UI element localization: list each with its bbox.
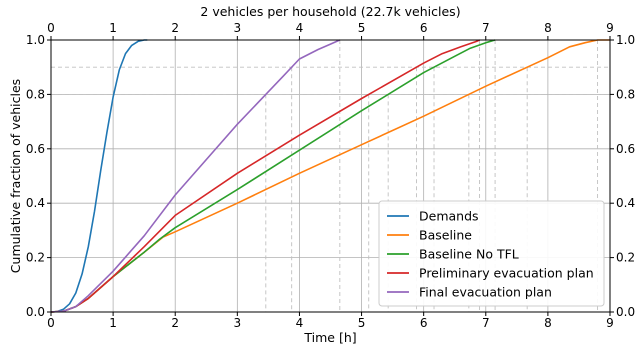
x-tick-label: 1 xyxy=(109,316,117,330)
x-top-tick-label: 2 xyxy=(171,21,179,35)
x-top-tick-label: 8 xyxy=(544,21,552,35)
y-right-tick-label: 0.8 xyxy=(616,87,635,101)
x-top-tick-label: 4 xyxy=(296,21,304,35)
x-tick-label: 2 xyxy=(171,316,179,330)
x-tick-label: 7 xyxy=(482,316,490,330)
y-tick-label: 0.2 xyxy=(26,251,45,265)
y-tick-label: 0.0 xyxy=(26,305,45,319)
y-axis-label: Cumulative fraction of vehicles xyxy=(8,79,23,273)
legend-label: Final evacuation plan xyxy=(419,285,552,300)
y-right-tick-label: 0.2 xyxy=(616,251,635,265)
y-tick-label: 0.6 xyxy=(26,142,45,156)
y-right-tick-label: 0.6 xyxy=(616,142,635,156)
legend: Demands Baseline Baseline No TFL Preliminar… xyxy=(379,201,604,306)
x-tick-label: 6 xyxy=(420,316,428,330)
x-tick-label: 8 xyxy=(544,316,552,330)
legend-label: Demands xyxy=(419,209,479,224)
x-tick-label: 5 xyxy=(358,316,366,330)
legend-label: Preliminary evacuation plan xyxy=(419,266,594,281)
y-right-tick-label: 1.0 xyxy=(616,33,635,47)
x-top-tick-label: 1 xyxy=(109,21,117,35)
x-axis-label: Time [h] xyxy=(303,330,356,345)
series-line xyxy=(51,40,147,312)
x-tick-label: 0 xyxy=(47,316,55,330)
series-line xyxy=(51,40,340,312)
y-right-tick-label: 0.4 xyxy=(616,196,635,210)
x-tick-label: 4 xyxy=(296,316,304,330)
x-tick-label: 3 xyxy=(234,316,242,330)
x-tick-label: 9 xyxy=(606,316,614,330)
y-tick-label: 0.8 xyxy=(26,87,45,101)
chart-title: 2 vehicles per household (22.7k vehicles… xyxy=(200,4,460,19)
x-top-tick-label: 6 xyxy=(420,21,428,35)
legend-label: Baseline xyxy=(419,228,472,243)
x-top-tick-label: 5 xyxy=(358,21,366,35)
y-tick-label: 0.4 xyxy=(26,196,45,210)
y-right-tick-label: 0.0 xyxy=(616,305,635,319)
x-top-tick-label: 9 xyxy=(606,21,614,35)
x-top-tick-label: 0 xyxy=(47,21,55,35)
x-top-tick-label: 7 xyxy=(482,21,490,35)
x-top-tick-label: 3 xyxy=(234,21,242,35)
y-tick-label: 1.0 xyxy=(26,33,45,47)
legend-label: Baseline No TFL xyxy=(419,247,519,262)
